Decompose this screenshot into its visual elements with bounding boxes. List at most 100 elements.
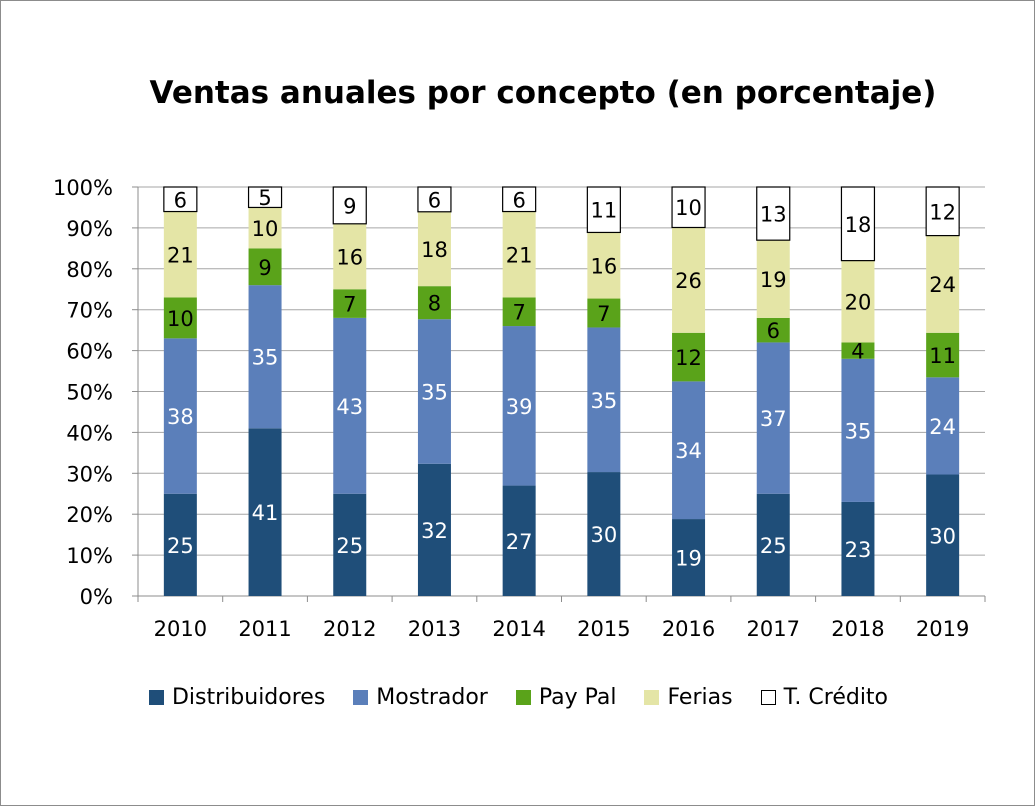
data-label: 37 <box>760 407 787 431</box>
bar-segment <box>333 493 367 596</box>
bar-segment <box>926 235 960 333</box>
y-tick-label: 40% <box>66 421 113 445</box>
data-label: 8 <box>428 292 441 316</box>
bar-segment <box>333 223 367 290</box>
data-label: 11 <box>929 344 956 368</box>
data-label: 20 <box>845 291 872 315</box>
bar-segment <box>333 289 367 318</box>
bar-segment <box>163 493 197 596</box>
bar-segment <box>332 186 367 225</box>
y-tick-label: 10% <box>66 544 113 568</box>
bar-segment <box>163 211 197 298</box>
data-label: 12 <box>675 346 702 370</box>
bar-segment <box>248 428 282 596</box>
data-label: 19 <box>675 547 702 571</box>
bar-segment <box>502 211 536 298</box>
data-label: 6 <box>767 319 780 343</box>
data-label: 19 <box>760 268 787 292</box>
bar-segment <box>502 485 536 596</box>
y-tick-label: 50% <box>66 381 113 405</box>
legend-label: T. Crédito <box>783 685 889 710</box>
data-label: 35 <box>845 419 872 443</box>
data-label: 35 <box>590 389 617 413</box>
data-label: 7 <box>597 302 610 326</box>
data-label: 35 <box>252 346 279 370</box>
data-label: 24 <box>929 273 956 297</box>
y-tick-label: 100% <box>53 176 113 200</box>
data-label: 9 <box>343 194 356 218</box>
x-tick-label: 2012 <box>323 617 376 641</box>
bar-segment <box>417 211 451 287</box>
legend-label: Pay Pal <box>538 685 617 710</box>
bar-segment <box>841 358 875 502</box>
bar-segment <box>672 332 706 382</box>
y-tick-label: 70% <box>66 299 113 323</box>
legend-item: Distribuidores <box>148 685 325 710</box>
y-tick-label: 20% <box>66 503 113 527</box>
legend-swatch <box>148 690 164 705</box>
bar-segment <box>163 297 197 339</box>
data-label: 6 <box>428 188 441 212</box>
bar-segment <box>502 186 537 213</box>
y-tick-label: 90% <box>66 217 113 241</box>
data-label: 27 <box>506 530 533 554</box>
y-tick-label: 30% <box>66 462 113 486</box>
bar-segment <box>502 326 536 486</box>
data-label: 21 <box>506 243 533 267</box>
chart-title: Ventas anuales por concepto (en porcenta… <box>149 75 937 111</box>
bar-segment <box>926 332 960 378</box>
data-label: 16 <box>590 254 617 278</box>
data-label: 9 <box>258 256 271 280</box>
bar-segment <box>333 317 367 494</box>
data-label: 10 <box>675 196 702 220</box>
bar-segment <box>672 519 706 596</box>
y-tick-label: 60% <box>66 340 113 364</box>
data-label: 18 <box>421 238 448 262</box>
data-label: 6 <box>174 188 187 212</box>
data-label: 32 <box>421 519 448 543</box>
data-label: 25 <box>336 534 363 558</box>
data-label: 10 <box>167 307 194 331</box>
legend-label: Ferias <box>667 685 733 710</box>
data-label: 24 <box>929 415 956 439</box>
bar-segment <box>163 338 197 494</box>
bar-segment <box>672 227 706 333</box>
bar-segment <box>756 317 790 343</box>
data-label: 6 <box>512 188 525 212</box>
x-tick-label: 2018 <box>831 617 884 641</box>
bar-segment <box>417 286 451 320</box>
x-tick-label: 2019 <box>916 617 969 641</box>
data-label: 16 <box>336 246 363 270</box>
bar-segment <box>926 474 960 596</box>
bar-segment <box>756 186 791 241</box>
legend-item: T. Crédito <box>760 685 889 710</box>
data-label: 30 <box>929 524 956 548</box>
x-tick-label: 2011 <box>238 617 291 641</box>
x-tick-label: 2017 <box>747 617 800 641</box>
bar-segment <box>587 298 621 328</box>
legend-item: Mostrador <box>353 685 488 710</box>
legend: Distribuidores Mostrador Pay Pal Ferias T. C… <box>1 685 1035 710</box>
data-label: 34 <box>675 439 702 463</box>
bar-segment <box>163 186 198 213</box>
data-label: 5 <box>258 186 271 210</box>
data-label: 39 <box>506 395 533 419</box>
legend-label: Mostrador <box>376 685 488 710</box>
bar-segment <box>417 319 451 464</box>
bar-segment <box>502 297 536 327</box>
data-label: 38 <box>167 405 194 429</box>
legend-swatch <box>644 690 660 705</box>
x-tick-label: 2014 <box>492 617 545 641</box>
data-label: 43 <box>336 395 363 419</box>
x-tick-label: 2015 <box>577 617 630 641</box>
bar-segment <box>587 232 621 299</box>
y-tick-label: 0% <box>80 585 113 609</box>
bar-segment <box>672 381 706 520</box>
data-label: 4 <box>851 340 864 364</box>
x-tick-label: 2010 <box>154 617 207 641</box>
bar-segment <box>756 493 790 596</box>
bar-segment <box>840 186 876 262</box>
x-tick-label: 2013 <box>408 617 461 641</box>
